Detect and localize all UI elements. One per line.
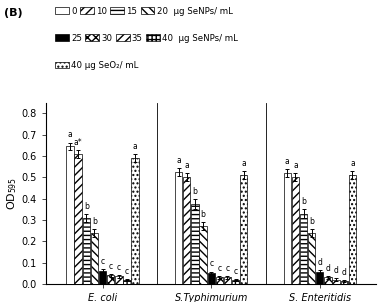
Bar [216, 278, 223, 284]
Bar [115, 276, 122, 284]
Bar [292, 177, 299, 284]
Text: d: d [334, 266, 339, 275]
Text: (B): (B) [4, 8, 23, 18]
Text: a: a [242, 159, 246, 168]
Text: c: c [225, 264, 230, 273]
Text: b: b [84, 202, 89, 211]
Legend: 0, 10, 15, 20  μg SeNPs/ mL: 0, 10, 15, 20 μg SeNPs/ mL [54, 6, 233, 17]
Bar [83, 218, 90, 284]
Bar [324, 278, 332, 284]
Text: c: c [125, 267, 129, 275]
Bar [99, 271, 106, 284]
Text: a: a [68, 130, 72, 139]
Bar [107, 275, 114, 284]
Text: a*: a* [74, 138, 83, 147]
Bar [283, 173, 291, 284]
Bar [191, 204, 199, 284]
Text: a: a [176, 156, 181, 165]
Bar [66, 146, 74, 284]
Y-axis label: OD$_{595}$: OD$_{595}$ [5, 177, 19, 210]
Text: b: b [192, 187, 197, 196]
Text: c: c [217, 264, 222, 273]
Bar [308, 233, 315, 284]
Text: b: b [92, 217, 97, 226]
Legend: 40 μg SeO₂/ mL: 40 μg SeO₂/ mL [54, 60, 139, 71]
Text: c: c [209, 259, 213, 268]
Bar [123, 280, 131, 284]
Text: a: a [133, 142, 137, 151]
Bar [349, 175, 356, 284]
Text: c: c [101, 257, 104, 266]
Text: c: c [117, 263, 121, 272]
Bar [74, 154, 82, 284]
Bar [183, 177, 190, 284]
Bar [300, 214, 307, 284]
Legend: 25, 30, 35, 40  μg SeNPs/ mL: 25, 30, 35, 40 μg SeNPs/ mL [54, 33, 239, 44]
Bar [341, 281, 348, 284]
Bar [232, 280, 239, 284]
Text: a: a [285, 157, 290, 166]
Text: b: b [301, 197, 306, 206]
Text: b: b [309, 217, 314, 226]
Text: d: d [326, 264, 330, 273]
Bar [224, 278, 231, 284]
Bar [316, 272, 323, 284]
Text: b: b [200, 210, 205, 219]
Bar [175, 172, 182, 284]
Text: c: c [233, 267, 238, 275]
Bar [207, 273, 215, 284]
Text: a: a [350, 159, 355, 168]
Bar [240, 175, 247, 284]
Text: a: a [293, 161, 298, 170]
Bar [333, 280, 340, 284]
Text: c: c [109, 262, 113, 271]
Bar [131, 158, 139, 284]
Bar [199, 226, 207, 284]
Text: d: d [318, 258, 322, 267]
Text: a: a [184, 161, 189, 170]
Bar [91, 233, 98, 284]
Text: d: d [342, 268, 347, 277]
